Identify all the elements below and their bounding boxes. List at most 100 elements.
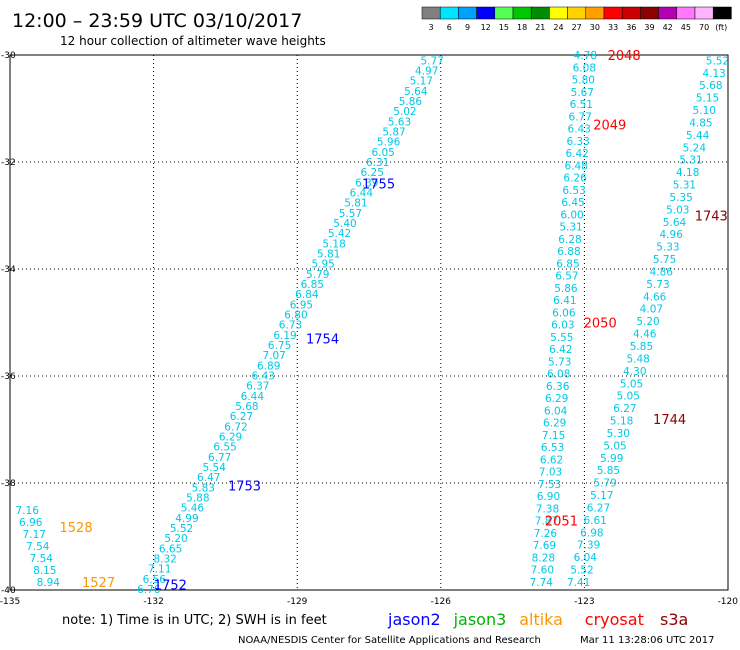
wave-height-value: 6.36 bbox=[546, 381, 570, 393]
x-tick-label: -126 bbox=[431, 597, 452, 607]
x-tick-label: -129 bbox=[287, 597, 308, 607]
legend-swatch bbox=[603, 6, 623, 20]
wave-height-value: 6.33 bbox=[566, 136, 589, 148]
wave-height-value: 5.67 bbox=[571, 87, 594, 99]
wave-height-value: 6.05 bbox=[371, 147, 394, 159]
legend-swatch bbox=[512, 6, 532, 20]
wave-height-value: 6.25 bbox=[361, 167, 384, 179]
legend-swatch bbox=[694, 6, 714, 20]
wave-height-value: 5.68 bbox=[235, 401, 258, 413]
legend-swatch bbox=[458, 6, 477, 20]
wave-height-value: 6.96 bbox=[19, 517, 43, 529]
wave-height-value: 4.85 bbox=[689, 117, 712, 129]
y-tick-label: -34 bbox=[1, 265, 16, 275]
legend-swatch bbox=[439, 6, 459, 20]
wave-height-value: 6.04 bbox=[574, 552, 598, 564]
legend-bin-label: 21 bbox=[535, 23, 545, 32]
color-legend: 3 6 9 12 15 18 21 24 27 30 33 36 39 42 45 70 (ft) bbox=[421, 6, 732, 32]
plot-frame bbox=[9, 54, 729, 591]
x-tick-label: -132 bbox=[143, 597, 163, 607]
satellite-legend-entry: altika bbox=[519, 610, 563, 629]
chart-subtitle: 12 hour collection of altimeter wave hei… bbox=[60, 34, 326, 48]
wave-height-value: 5.73 bbox=[646, 279, 669, 291]
wave-height-value: 5.87 bbox=[382, 127, 405, 139]
wave-height-value: 6.90 bbox=[537, 491, 560, 503]
wave-height-value: 7.17 bbox=[23, 529, 46, 541]
wave-height-value: 6.42 bbox=[565, 148, 588, 160]
pass-number-label: 1755 bbox=[362, 177, 395, 192]
pass-number-label: 1752 bbox=[154, 579, 187, 594]
wave-height-value: 6.80 bbox=[284, 309, 307, 321]
wave-height-value: 6.29 bbox=[219, 431, 242, 443]
wave-height-value: 6.62 bbox=[540, 454, 563, 466]
wave-height-value: 5.20 bbox=[636, 316, 659, 328]
pass-number-label: 1743 bbox=[695, 210, 728, 225]
wave-height-value: 5.79 bbox=[306, 269, 329, 281]
legend-bin-label: 70 bbox=[699, 23, 709, 32]
wave-height-value: 5.54 bbox=[203, 462, 227, 474]
wave-height-value: 6.48 bbox=[564, 160, 587, 172]
wave-height-value: 6.44 bbox=[241, 391, 265, 403]
wave-height-value: 7.07 bbox=[262, 350, 285, 362]
legend-swatch bbox=[567, 6, 587, 20]
wave-height-value: 8.28 bbox=[532, 552, 555, 564]
wave-height-value: 6.26 bbox=[563, 173, 587, 185]
wave-height-value: 6.19 bbox=[273, 330, 296, 342]
wave-height-value: 5.40 bbox=[333, 218, 356, 230]
wave-height-value: 6.61 bbox=[583, 515, 606, 527]
wave-height-value: 5.18 bbox=[610, 416, 633, 428]
wave-height-value: 7.53 bbox=[538, 479, 561, 491]
legend-unit: (ft) bbox=[715, 23, 727, 32]
x-tick-label: -123 bbox=[574, 597, 594, 607]
wave-height-value: 5.80 bbox=[572, 75, 595, 87]
wave-height-value: 5.30 bbox=[607, 428, 630, 440]
wave-height-value: 5.95 bbox=[311, 259, 334, 271]
wave-height-value: 6.89 bbox=[257, 360, 280, 372]
wave-height-value: 5.68 bbox=[699, 80, 722, 92]
wave-height-value: 6.03 bbox=[551, 320, 574, 332]
pass-number-label: 1744 bbox=[653, 413, 686, 428]
wave-height-value: 4.66 bbox=[643, 291, 667, 303]
wave-height-value: 5.96 bbox=[377, 137, 401, 149]
plot-grid bbox=[9, 54, 729, 591]
wave-height-value: 4.18 bbox=[676, 167, 699, 179]
legend-swatch bbox=[494, 6, 514, 20]
wave-height-value: 5.52 bbox=[570, 565, 593, 577]
wave-height-value: 6.73 bbox=[279, 320, 302, 332]
wave-height-value: 7.60 bbox=[531, 565, 554, 577]
wave-height-value: 6.88 bbox=[557, 246, 580, 258]
wave-height-value: 5.17 bbox=[410, 76, 433, 88]
wave-height-value: 6.43 bbox=[568, 124, 591, 136]
wave-height-value: 5.44 bbox=[686, 130, 710, 142]
wave-height-value: 5.35 bbox=[669, 192, 692, 204]
wave-height-value: 6.47 bbox=[197, 472, 220, 484]
wave-height-values: 5.774.975.175.645.865.025.635.875.966.05… bbox=[16, 50, 730, 596]
wave-height-value: 6.44 bbox=[350, 187, 374, 199]
wave-height-value: 6.28 bbox=[558, 234, 581, 246]
pass-number-label: 2051 bbox=[545, 514, 578, 529]
y-tick-label: -32 bbox=[1, 158, 16, 168]
pass-number-label: 1753 bbox=[228, 480, 261, 495]
x-tick-label: -135 bbox=[0, 597, 20, 607]
wave-height-value: 7.69 bbox=[533, 540, 556, 552]
pass-number-label: 2049 bbox=[593, 119, 626, 134]
legend-bin-label: 18 bbox=[517, 23, 527, 32]
wave-height-value: 6.75 bbox=[268, 340, 291, 352]
wave-height-value: 5.52 bbox=[706, 55, 729, 67]
wave-height-value: 6.53 bbox=[562, 185, 585, 197]
wave-height-value: 6.51 bbox=[570, 99, 593, 111]
pass-number-label: 1528 bbox=[60, 521, 93, 536]
wave-height-value: 5.81 bbox=[344, 198, 367, 210]
wave-height-value: 6.85 bbox=[301, 279, 324, 291]
wave-height-value: 5.20 bbox=[164, 533, 187, 545]
footer-credit: NOAA/NESDIS Center for Satellite Applica… bbox=[238, 635, 541, 646]
chart-title: 12:00 – 23:59 UTC 03/10/2017 bbox=[12, 10, 302, 32]
legend-bin-label: 33 bbox=[608, 23, 618, 32]
legend-bin-label: 42 bbox=[663, 23, 673, 32]
pass-number-label: 2050 bbox=[584, 317, 617, 332]
legend-bin-label: 36 bbox=[626, 23, 636, 32]
wave-height-value: 5.81 bbox=[317, 248, 340, 260]
wave-height-value: 7.54 bbox=[30, 553, 54, 565]
wave-height-value: 6.41 bbox=[553, 295, 576, 307]
wave-height-value: 5.17 bbox=[590, 490, 613, 502]
